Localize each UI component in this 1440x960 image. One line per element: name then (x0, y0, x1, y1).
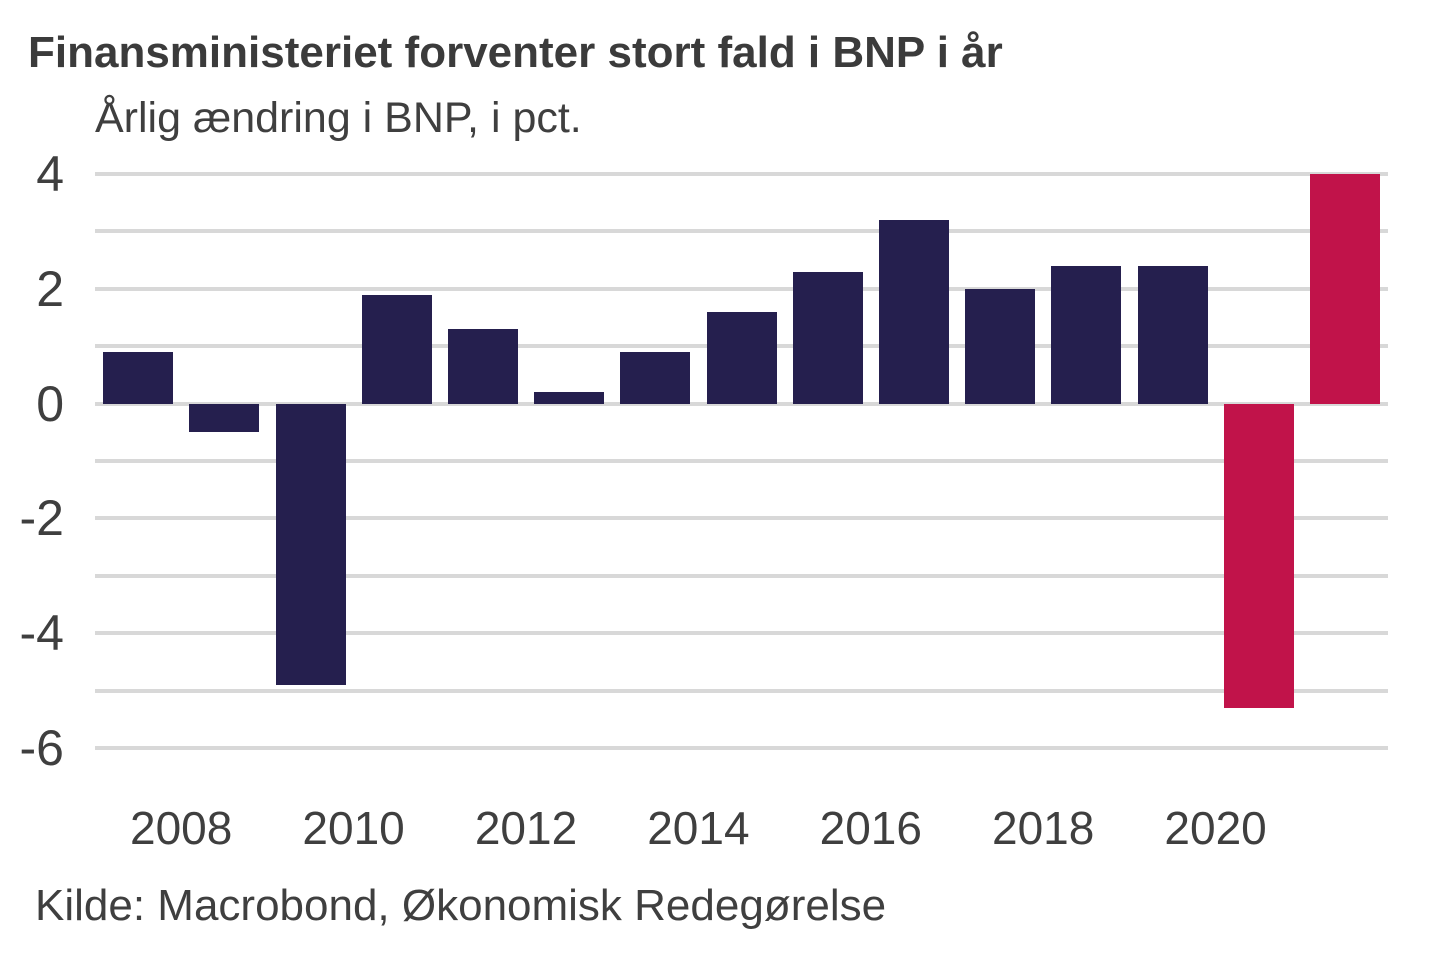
gridline (95, 172, 1388, 176)
source-note: Kilde: Macrobond, Økonomisk Redegørelse (35, 881, 887, 930)
y-tick-label: 2 (36, 260, 64, 317)
x-tick-label: 2008 (130, 802, 233, 854)
bar-2014 (706, 311, 777, 404)
bar-2013 (620, 351, 691, 404)
bar-2018 (1051, 265, 1122, 404)
bar-2020 (1223, 403, 1294, 708)
gridline (95, 401, 1388, 406)
y-tick-label: -2 (19, 490, 64, 547)
bar-2007 (103, 351, 174, 404)
bar-2021 (1309, 174, 1380, 404)
bar-2009 (275, 403, 346, 685)
chart-title: Finansministeriet forventer stort fald i… (28, 28, 1003, 77)
x-tick-label: 2014 (647, 802, 750, 854)
x-tick-label: 2020 (1164, 802, 1267, 854)
bar-2015 (792, 271, 863, 404)
bar-2012 (534, 392, 605, 404)
bar-2010 (361, 294, 432, 404)
gridline (95, 229, 1388, 234)
bar-2019 (1137, 265, 1208, 404)
x-tick-label: 2016 (819, 802, 922, 854)
gridline (95, 459, 1388, 463)
bar-2017 (965, 288, 1036, 404)
x-tick-label: 2018 (992, 802, 1095, 854)
gridline (95, 286, 1388, 291)
chart-subtitle: Årlig ændring i BNP, i pct. (95, 94, 582, 142)
x-tick-label: 2012 (474, 802, 578, 854)
gridline (95, 573, 1388, 578)
y-tick-label: 0 (36, 375, 64, 432)
bar-2016 (878, 219, 949, 404)
bar-2011 (447, 328, 518, 404)
y-tick-label: -4 (19, 605, 64, 662)
y-tick-label: 4 (36, 146, 64, 202)
bar-2008 (189, 403, 260, 433)
gridline (95, 688, 1388, 693)
gridline (95, 746, 1388, 750)
x-tick-label: 2010 (302, 802, 405, 854)
gridline (95, 631, 1388, 636)
gridline (95, 516, 1388, 521)
y-tick-label: -6 (19, 720, 64, 776)
